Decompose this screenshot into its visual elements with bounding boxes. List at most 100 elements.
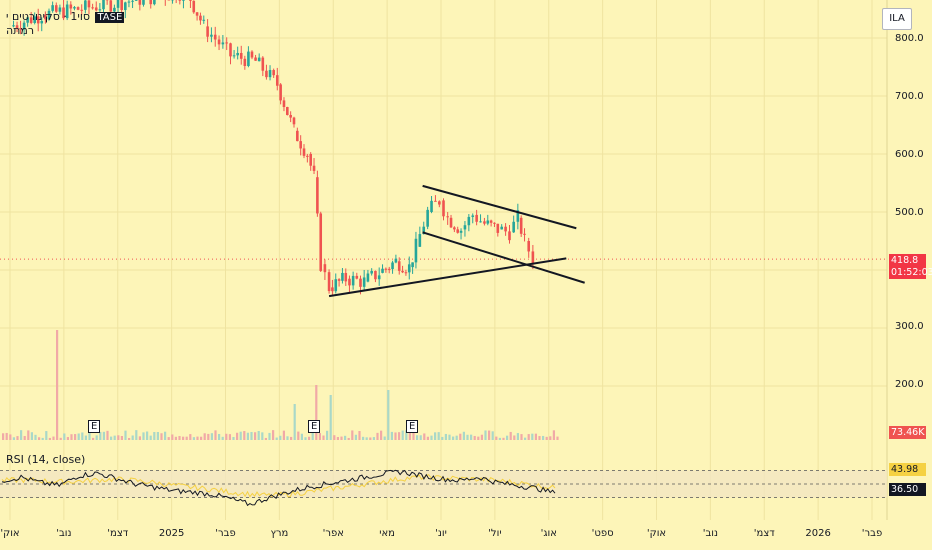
time-axis-label: 'פבר — [861, 528, 883, 539]
candle-body — [486, 220, 490, 224]
volume-bar — [210, 433, 213, 440]
time-axis-label: מרץ — [270, 528, 289, 539]
volume-bar — [329, 395, 332, 440]
volume-bar — [110, 436, 113, 440]
candle-body — [384, 268, 388, 270]
candle-body — [94, 7, 98, 11]
volume-bar — [272, 430, 275, 440]
candle-body — [306, 155, 309, 157]
volume-bar — [419, 435, 422, 440]
bar-countdown: 01:52:03 — [889, 266, 932, 279]
time-axis-label: 'אוק — [646, 528, 667, 539]
time-axis-label: 'אפר — [322, 528, 344, 539]
volume-bar — [275, 437, 278, 440]
volume-bar — [225, 433, 228, 440]
candle-body — [334, 279, 338, 292]
volume-bar — [160, 433, 163, 440]
time-axis-label: 'אוג — [540, 528, 557, 539]
candle-body — [213, 34, 217, 40]
volume-bar — [444, 433, 447, 440]
candle-body — [504, 226, 507, 232]
volume-bar — [52, 436, 55, 440]
rsi-pane — [0, 469, 887, 507]
volume-bar — [131, 435, 134, 440]
trendlines — [328, 184, 585, 298]
candle-body — [199, 15, 202, 21]
volume-bar — [488, 430, 491, 440]
volume-bar — [142, 432, 145, 440]
volume-bar — [401, 430, 404, 440]
candle-body — [348, 278, 351, 286]
volume-bar — [286, 436, 289, 440]
currency-badge[interactable]: ILA — [882, 8, 912, 30]
candle-body — [377, 275, 381, 280]
rsi-title[interactable]: RSI (14, close) — [6, 453, 86, 466]
volume-bar — [246, 432, 249, 440]
candle-body — [247, 51, 250, 66]
volume-bar — [228, 434, 231, 440]
symbol-ticker[interactable]: TASE — [95, 12, 125, 23]
volume-bar — [372, 437, 375, 440]
candle-body — [257, 57, 261, 62]
candle-body — [127, 1, 131, 3]
candle-body — [189, 0, 192, 1]
candle-body — [426, 209, 429, 227]
candle-body — [312, 165, 316, 171]
candle-body — [98, 9, 102, 11]
candle-body — [453, 227, 456, 230]
volume-bar — [120, 436, 123, 440]
candle-body — [411, 262, 414, 268]
candle-body — [87, 0, 91, 8]
candle-body — [134, 0, 138, 1]
volume-bar — [261, 432, 264, 440]
volume-bar — [5, 432, 8, 440]
candle-body — [84, 0, 87, 10]
candle-body — [236, 52, 239, 56]
volume-bar — [138, 436, 141, 440]
volume-bar — [365, 437, 368, 440]
earnings-marker[interactable]: E — [308, 420, 321, 433]
candle-body — [418, 234, 422, 247]
volume-value-tag: 73.46K — [889, 426, 926, 439]
candle-body — [12, 25, 15, 27]
candle-body — [149, 0, 153, 5]
candle-body — [232, 55, 236, 57]
volume-bar — [66, 437, 69, 440]
candle-body — [401, 270, 404, 273]
volume-bar — [9, 434, 12, 440]
volume-bar — [214, 430, 217, 440]
candle-body — [351, 275, 355, 286]
candle-body — [407, 264, 411, 273]
earnings-marker[interactable]: E — [88, 420, 101, 433]
volume-bar — [459, 433, 462, 440]
time-axis-label: 'פבר — [215, 528, 236, 539]
volume-bar — [376, 432, 379, 440]
earnings-marker[interactable]: E — [406, 420, 419, 433]
candle-body — [302, 148, 306, 156]
candle-body — [414, 238, 418, 263]
volume-bar — [552, 430, 555, 440]
volume-bar — [254, 432, 257, 440]
candlestick-series — [12, 0, 535, 297]
candle-body — [370, 270, 373, 274]
trendline-support — [328, 257, 567, 298]
volume-bar — [434, 432, 437, 440]
volume-bar — [185, 436, 188, 440]
candle-body — [33, 16, 36, 23]
candle-body — [446, 216, 449, 218]
volume-bar — [509, 431, 512, 440]
volume-bar — [336, 437, 339, 440]
volume-bar — [81, 432, 84, 440]
candle-body — [355, 275, 359, 279]
candle-body — [289, 114, 292, 118]
volume-bar — [124, 430, 127, 440]
rsi-value-tag: 36.50 — [889, 483, 926, 496]
candle-body — [210, 34, 213, 37]
candle-body — [192, 0, 196, 13]
candle-body — [467, 216, 471, 226]
price-tick-300: 300.0 — [895, 321, 924, 332]
candle-body — [22, 22, 26, 30]
candle-body — [265, 70, 268, 78]
volume-bar — [38, 437, 41, 440]
